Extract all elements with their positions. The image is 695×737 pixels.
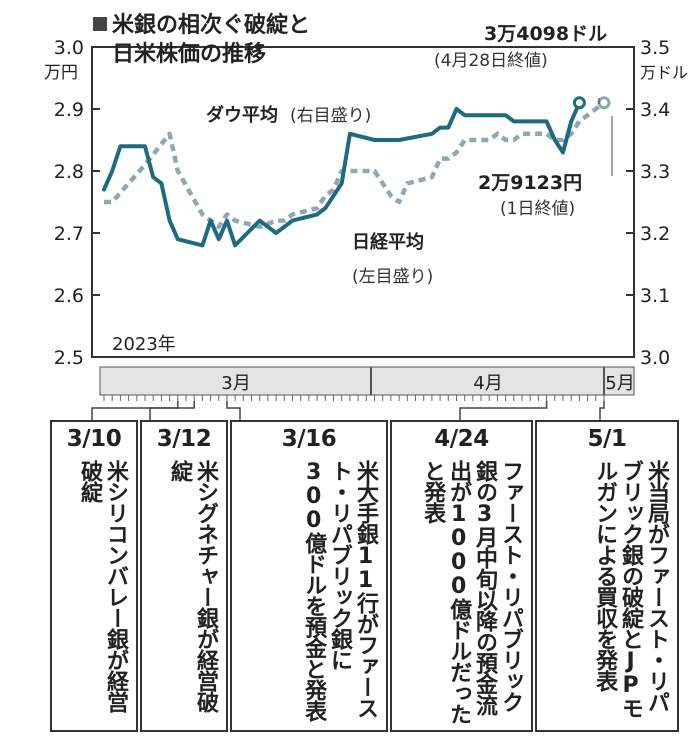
right-tick-label: 3.1: [640, 285, 670, 307]
event-connector: [149, 401, 195, 420]
chart-title-line2: 日米株価の推移: [112, 41, 266, 67]
nikkei-end-date: (1日終値): [500, 199, 575, 219]
title-bullet-icon: [93, 17, 107, 31]
nikkei-scale-note: (左目盛り): [352, 267, 433, 287]
right-tick-label: 3.5: [640, 37, 670, 59]
right-tick-label: 3.0: [640, 347, 670, 369]
nikkei-end-marker: [597, 96, 611, 110]
event-box-0316: 3/16 米大手銀11行がファースト・リパブリック銀に300億ドルを預金と発表: [230, 420, 388, 732]
nikkei-end-value: 2万9123円: [478, 172, 582, 194]
day-ticks: [103, 395, 605, 401]
event-text: 米シグネチャー銀が経営破綻: [167, 460, 218, 712]
event-date: 5/1: [587, 426, 627, 452]
left-tick-label: 2.9: [54, 99, 84, 121]
event-connector: [91, 401, 179, 420]
dow-end-date: (4月28日終値): [434, 51, 548, 71]
year-label: 2023年: [112, 334, 176, 355]
right-tick-label: 3.2: [640, 223, 670, 245]
chart-title-line1: 米銀の相次ぐ破綻と: [112, 12, 310, 38]
plot-frame: [91, 46, 635, 358]
month-label-may: 5月: [605, 373, 634, 394]
left-tick-label: 2.5: [54, 347, 84, 369]
dow-end-marker: [572, 96, 586, 110]
nikkei-series-label: 日経平均: [352, 231, 424, 253]
event-box-0312: 3/12 米シグネチャー銀が経営破綻: [140, 420, 228, 732]
event-box-0501: 5/1 米当局がファースト・リパブリック銀の破綻とJPモルガンによる買収を発表: [535, 420, 679, 732]
nikkei-series-line: [104, 101, 606, 230]
event-text: 米大手銀11行がファースト・リパブリック銀に300億ドルを預金と発表: [301, 460, 378, 721]
month-label-april: 4月: [473, 373, 502, 394]
left-unit-label: 万円: [44, 63, 78, 83]
left-tick-label: 2.6: [54, 285, 84, 307]
left-tick-label: 2.7: [54, 223, 84, 245]
event-text: 米シリコンバレー銀が経営破綻: [77, 460, 128, 712]
right-unit-label: 万ドル: [640, 63, 688, 82]
month-label-march: 3月: [221, 373, 250, 394]
event-date: 3/16: [281, 426, 337, 452]
event-date: 4/24: [434, 426, 489, 452]
left-tick-label: 3.0: [54, 37, 84, 59]
event-connector: [226, 401, 241, 420]
event-box-0310: 3/10 米シリコンバレー銀が経営破綻: [50, 420, 138, 732]
right-tick-label: 3.4: [640, 99, 670, 121]
event-connector: [599, 401, 605, 420]
timeline-bar: [99, 366, 635, 396]
left-axis: 3.0 2.9 2.8 2.7 2.6 2.5: [54, 37, 100, 369]
right-axis: 3.5 3.4 3.3 3.2 3.1 3.0: [626, 37, 670, 369]
right-tick-label: 3.3: [640, 161, 670, 183]
event-connector: [459, 401, 548, 420]
dow-series-label: ダウ平均: [206, 104, 278, 126]
left-tick-label: 2.8: [54, 161, 84, 183]
dow-series-line: [102, 100, 582, 248]
event-box-0424: 4/24 ファースト・リパブリック銀の3月中旬以降の預金流出が1000億ドルだっ…: [390, 420, 533, 732]
event-date: 3/12: [156, 426, 212, 452]
series-layer: [102, 96, 611, 248]
dow-scale-note: (右目盛り): [290, 106, 371, 126]
event-text: ファースト・リパブリック銀の3月中旬以降の預金流出が1000億ドルだったと発表: [420, 460, 523, 724]
event-connectors: [91, 401, 605, 420]
event-date: 3/10: [66, 426, 122, 452]
event-text: 米当局がファースト・リパブリック銀の破綻とJPモルガンによる買収を発表: [592, 460, 669, 718]
dow-end-value: 3万4098ドル: [484, 23, 607, 45]
